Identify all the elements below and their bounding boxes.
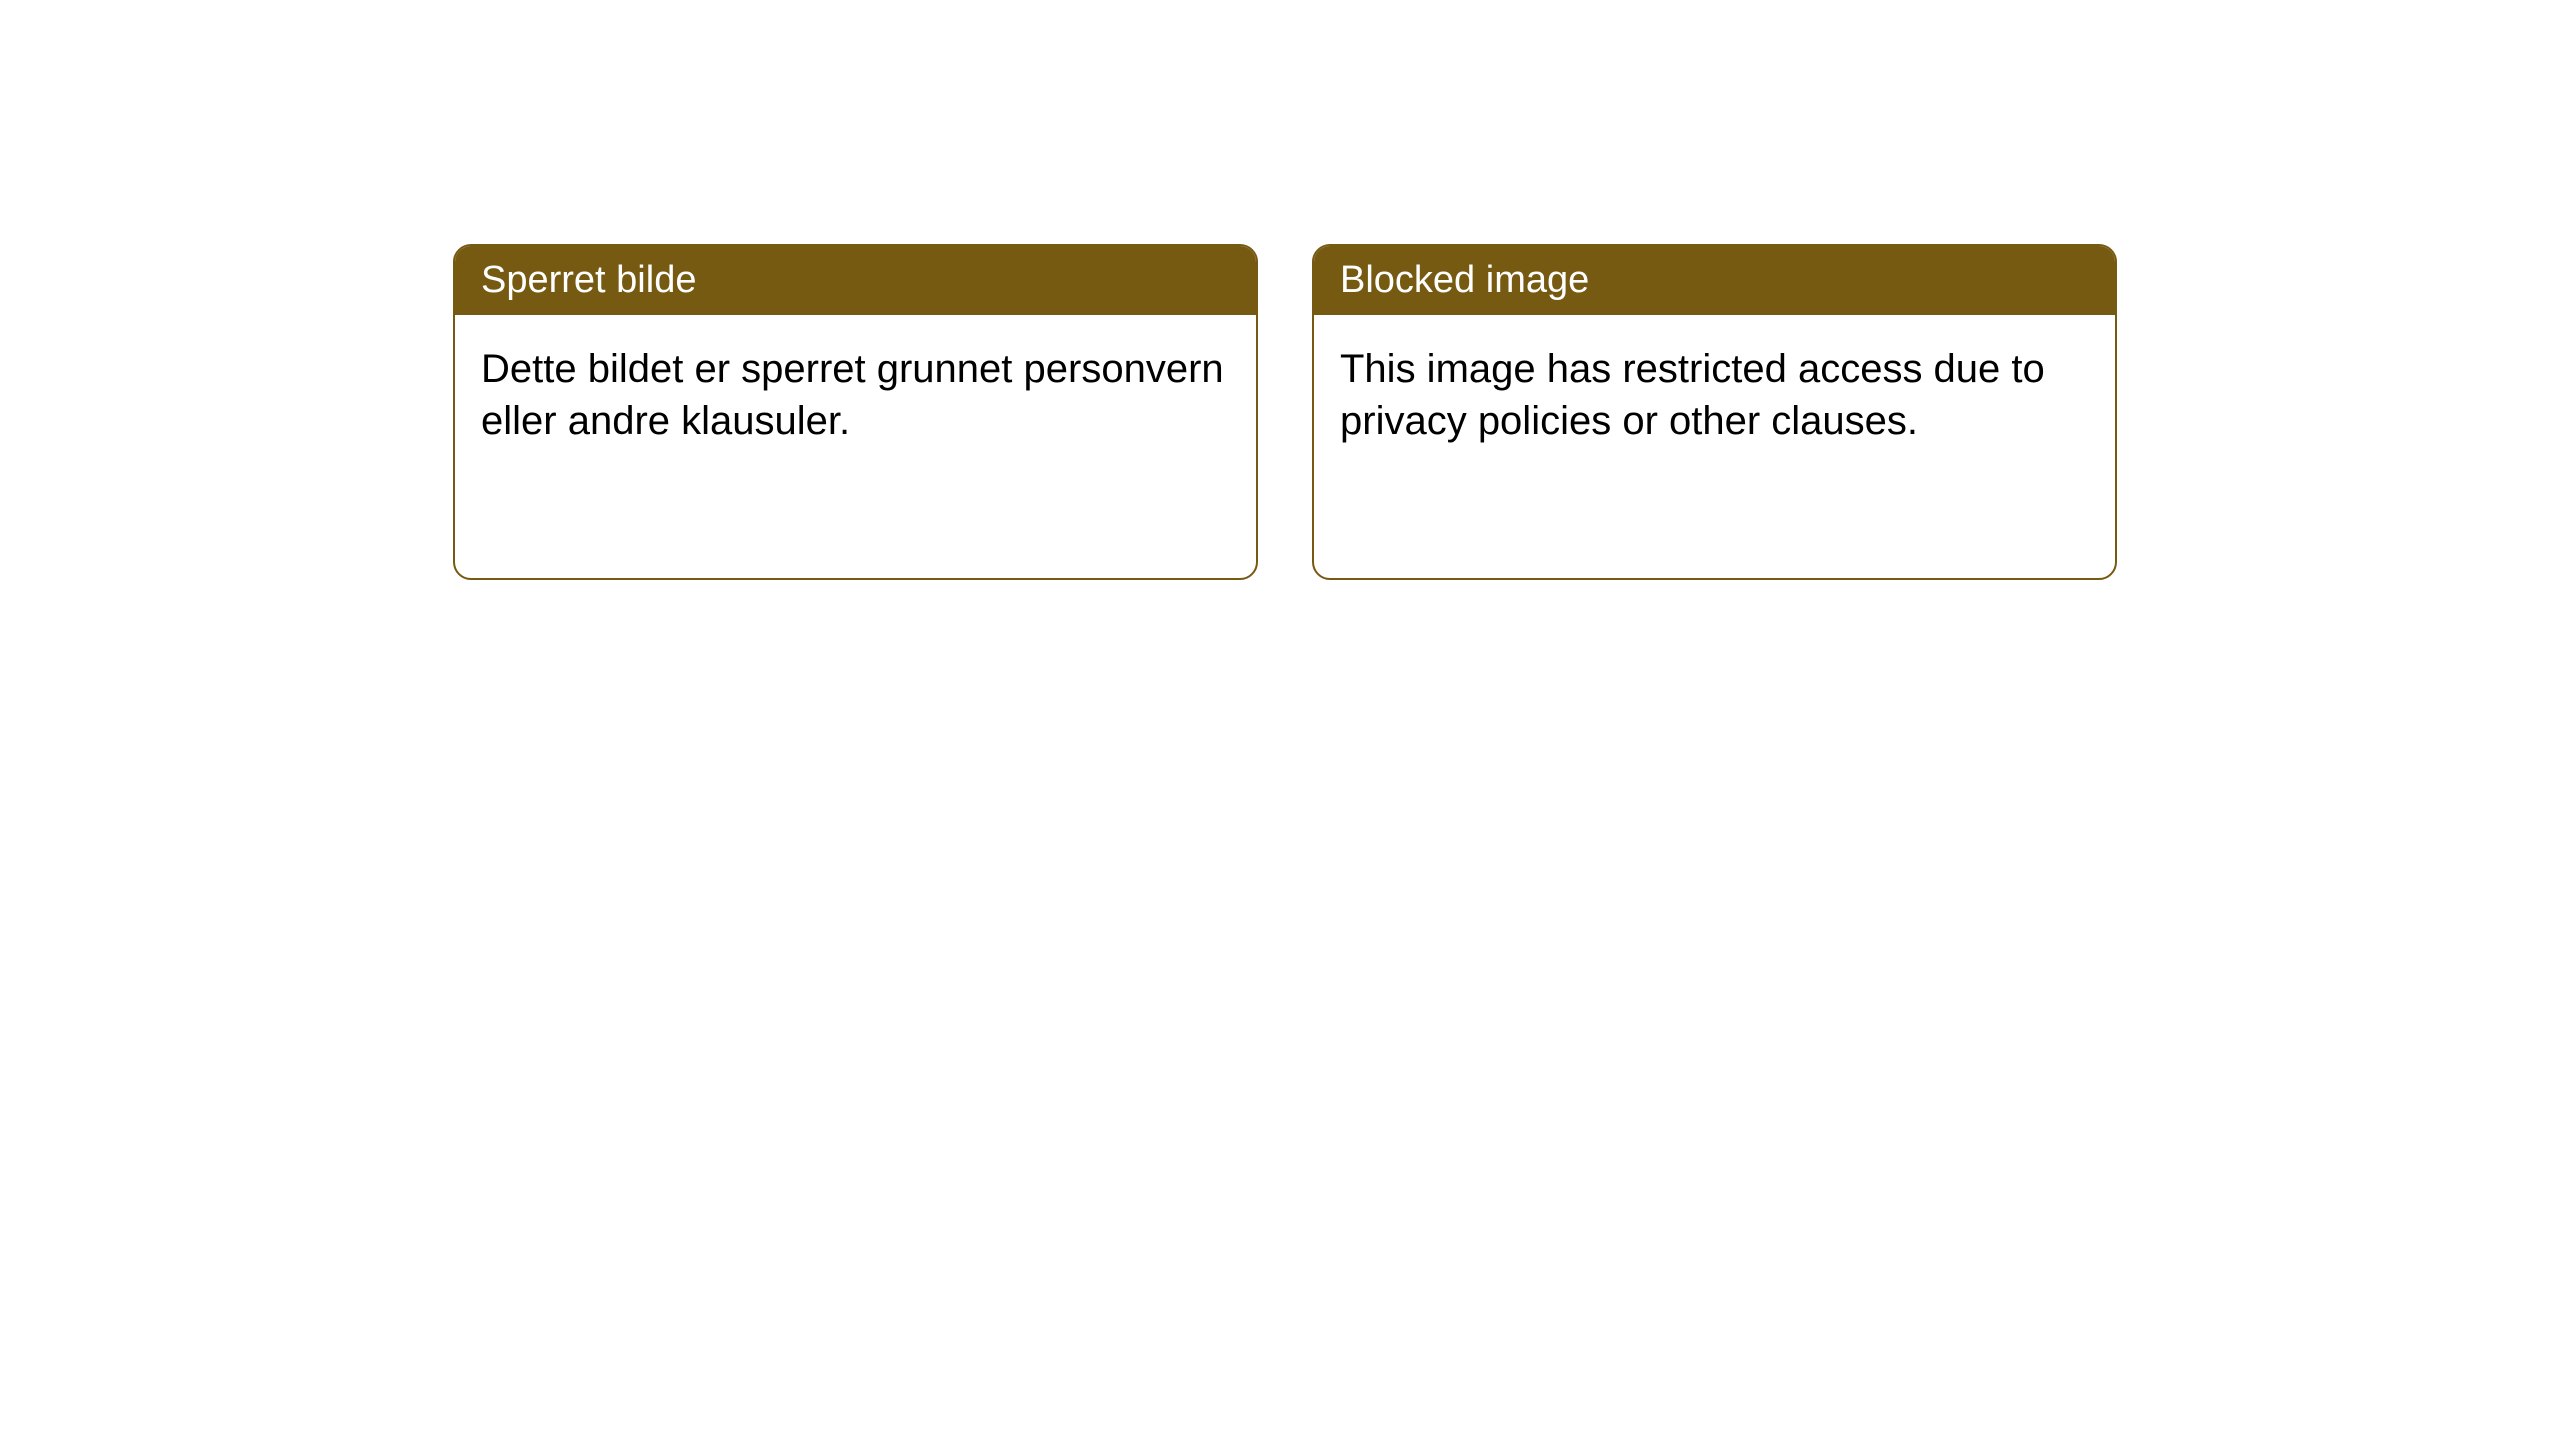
notice-body: This image has restricted access due to … xyxy=(1314,315,2115,475)
notices-container: Sperret bilde Dette bildet er sperret gr… xyxy=(453,244,2117,580)
notice-box-english: Blocked image This image has restricted … xyxy=(1312,244,2117,580)
notice-header: Blocked image xyxy=(1314,246,2115,315)
notice-body: Dette bildet er sperret grunnet personve… xyxy=(455,315,1256,475)
notice-header: Sperret bilde xyxy=(455,246,1256,315)
notice-box-norwegian: Sperret bilde Dette bildet er sperret gr… xyxy=(453,244,1258,580)
